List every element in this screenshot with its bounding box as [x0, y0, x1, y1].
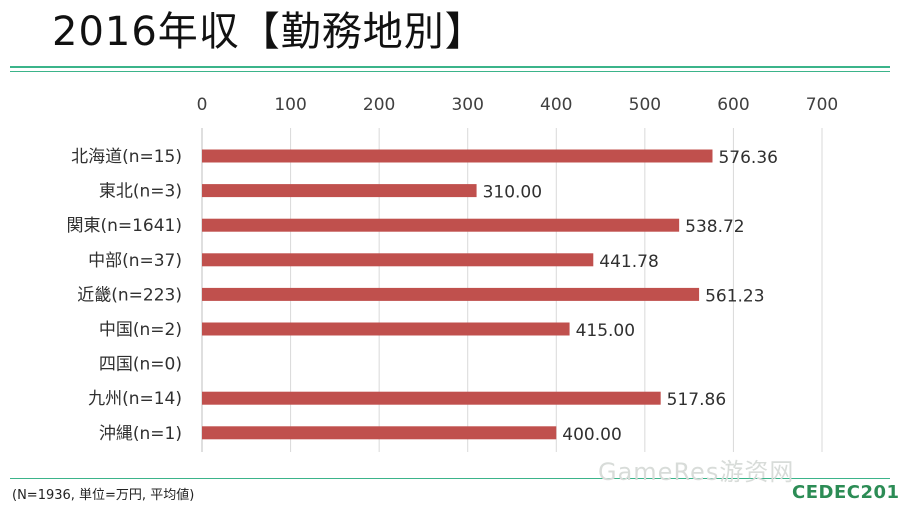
x-tick-label: 400 — [540, 95, 572, 115]
page-title: 2016年収【勤務地別】 — [52, 9, 486, 55]
title-divider-thin — [10, 71, 890, 72]
footer-divider — [10, 478, 890, 479]
data-label: 310.00 — [483, 183, 542, 203]
x-tick-label: 0 — [197, 95, 208, 115]
cedec-logo: CEDEC2017 — [792, 482, 900, 503]
bar-chart: 0 100 200 300 400 500 600 700 北海道(n=15) 576.36 東北(… — [66, 95, 838, 452]
watermark: GameRes游资网 — [598, 458, 795, 486]
data-label: 517.86 — [667, 390, 726, 410]
category-label: 四国(n=0) — [99, 355, 182, 375]
category-label: 九州(n=14) — [88, 389, 182, 409]
x-tick-label: 100 — [274, 95, 306, 115]
bar — [202, 184, 477, 198]
x-tick-label: 200 — [363, 95, 395, 115]
bar — [202, 287, 700, 301]
bar — [202, 322, 570, 336]
title-divider — [10, 66, 890, 68]
bar — [202, 391, 661, 405]
bar — [202, 149, 713, 163]
category-label: 関東(n=1641) — [66, 216, 182, 236]
x-tick-label: 700 — [806, 95, 838, 115]
bar — [202, 218, 680, 232]
x-tick-label: 300 — [451, 95, 483, 115]
x-tick-label: 500 — [629, 95, 661, 115]
category-label: 沖縄(n=1) — [99, 424, 182, 444]
data-label: 576.36 — [718, 148, 777, 168]
data-label: 441.78 — [599, 252, 658, 272]
data-label: 561.23 — [705, 286, 764, 306]
data-label: 400.00 — [562, 425, 621, 445]
data-label: 538.72 — [685, 217, 744, 237]
x-tick-label: 600 — [717, 95, 749, 115]
bar — [202, 426, 557, 440]
chart-footnote: (N=1936, 単位=万円, 平均値) — [12, 488, 195, 503]
category-label: 東北(n=3) — [99, 182, 182, 202]
data-label: 415.00 — [576, 321, 635, 341]
bar — [202, 253, 594, 267]
category-label: 北海道(n=15) — [71, 147, 182, 167]
category-label: 中国(n=2) — [99, 320, 182, 340]
category-label: 近畿(n=223) — [77, 285, 182, 305]
category-label: 中部(n=37) — [88, 251, 182, 271]
